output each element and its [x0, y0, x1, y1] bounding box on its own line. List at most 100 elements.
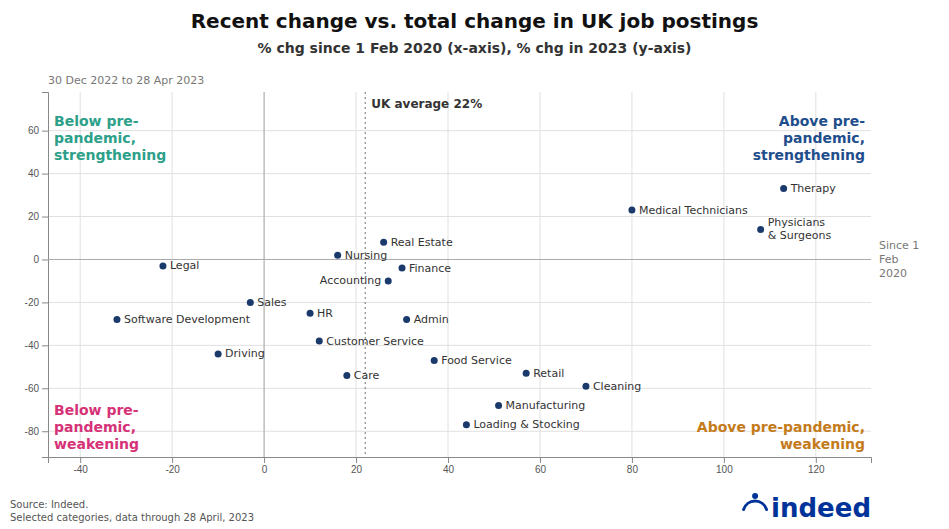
- text-line: Finance: [409, 262, 451, 275]
- tick-mark: [80, 457, 81, 463]
- grid-line: [48, 302, 871, 303]
- tick-label: -40: [25, 340, 40, 351]
- point: [582, 383, 589, 390]
- point: [628, 207, 635, 214]
- logo: indeed: [744, 493, 871, 523]
- point-label: Nursing: [345, 249, 387, 262]
- text-line: Loading & Stocking: [473, 418, 579, 431]
- text-line: Selected categories, data through 28 Apr…: [10, 512, 254, 523]
- tick: -40: [25, 340, 48, 351]
- grid-line: [264, 92, 265, 457]
- tick: 100: [716, 457, 733, 475]
- text-line: Real Estate: [391, 236, 453, 249]
- tick-mark: [42, 302, 48, 303]
- text-line: Above pre-pandemic,: [697, 419, 865, 435]
- tick: -80: [25, 426, 48, 437]
- title: Recent change vs. total change in UK job…: [191, 9, 759, 33]
- text-line: weakening: [780, 436, 865, 452]
- point-label: Driving: [225, 347, 265, 360]
- text-line: Driving: [225, 347, 265, 360]
- text-line: weakening: [54, 436, 139, 452]
- reference-label: UK average 22%: [371, 97, 482, 111]
- point-label: Retail: [533, 367, 564, 380]
- point: [431, 357, 438, 364]
- point: [159, 262, 166, 269]
- tick-label: 60: [28, 125, 40, 136]
- point: [757, 226, 764, 233]
- grid-line: [48, 130, 871, 131]
- tick: 120: [808, 457, 825, 475]
- point: [343, 372, 350, 379]
- text-line: Physicians: [768, 216, 826, 229]
- text-line: HR: [317, 307, 333, 320]
- tick-mark: [42, 217, 48, 218]
- points: [113, 185, 787, 428]
- text-line: Above pre-: [779, 113, 865, 129]
- tick: -20: [165, 457, 180, 475]
- point-label: Therapy: [790, 182, 837, 195]
- tick: 0: [33, 254, 48, 265]
- tick-label: -20: [165, 464, 180, 475]
- text-line: Food Service: [441, 354, 512, 367]
- x-axis: -40 -20 0 20 40 60 80 100 120: [49, 457, 872, 475]
- text-line: Therapy: [790, 182, 837, 195]
- tick-label: -80: [25, 426, 40, 437]
- grid-line: [172, 92, 173, 457]
- point-label: Accounting: [320, 274, 381, 287]
- text-line: 2020: [879, 267, 907, 280]
- tick: 20: [351, 457, 363, 475]
- point-label: Medical Technicians: [639, 204, 748, 217]
- tick: 40: [443, 457, 455, 475]
- tick-mark: [42, 388, 48, 389]
- point-labels: TherapyMedical TechniciansPhysicians& Su…: [124, 182, 836, 431]
- point-label: Food Service: [441, 354, 512, 367]
- tick-label: 120: [808, 464, 825, 475]
- point-label: Finance: [409, 262, 451, 275]
- zero-lines: [48, 92, 871, 457]
- tick: 60: [535, 457, 547, 475]
- point: [334, 252, 341, 259]
- tick-label: 100: [716, 464, 733, 475]
- quadrant-label: Below pre-pandemic,weakening: [54, 402, 139, 452]
- text-line: Retail: [533, 367, 564, 380]
- quadrant-label: Below pre-pandemic,strengthening: [54, 113, 166, 163]
- point: [215, 350, 222, 357]
- text-line: Below pre-: [54, 113, 139, 129]
- tick-label: 80: [627, 464, 639, 475]
- point-label: Legal: [170, 259, 199, 272]
- point: [113, 316, 120, 323]
- tick-label: -40: [73, 464, 88, 475]
- tick-label: 0: [262, 464, 268, 475]
- point-label: Customer Service: [326, 335, 424, 348]
- text-line: pandemic,: [54, 419, 136, 435]
- x-axis-title: Since 1Feb2020: [879, 239, 919, 280]
- tick-mark: [42, 259, 48, 260]
- point-label: Real Estate: [391, 236, 453, 249]
- tick-mark: [448, 457, 449, 463]
- point: [385, 277, 392, 284]
- text-line: Since 1: [879, 239, 919, 252]
- zero-line-x: [264, 92, 265, 457]
- tick: -20: [25, 297, 48, 308]
- tick-mark: [172, 457, 173, 463]
- text-line: Feb: [879, 253, 898, 266]
- tick-mark: [632, 457, 633, 463]
- tick: 80: [627, 457, 639, 475]
- grid-line: [631, 92, 632, 457]
- tick: 40: [28, 168, 48, 179]
- grid-line: [723, 92, 724, 457]
- text-line: Manufacturing: [506, 399, 586, 412]
- point-label: Sales: [257, 296, 287, 309]
- text-line: Accounting: [320, 274, 381, 287]
- tick-mark: [42, 131, 48, 132]
- tick: 60: [28, 125, 48, 136]
- point: [307, 310, 314, 317]
- tick-label: -60: [25, 383, 40, 394]
- quadrant-label: Above pre-pandemic,strengthening: [753, 113, 866, 163]
- tick-mark: [42, 345, 48, 346]
- tick-label: 60: [535, 464, 547, 475]
- text-line: Customer Service: [326, 335, 424, 348]
- point-label: Software Development: [124, 313, 251, 326]
- point-label: Cleaning: [593, 380, 641, 393]
- logo-arc: [744, 501, 767, 509]
